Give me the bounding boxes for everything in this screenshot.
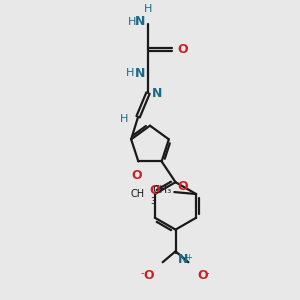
Text: O: O [177, 180, 188, 193]
Text: CH: CH [130, 189, 145, 199]
Text: -: - [140, 268, 144, 278]
Text: H: H [126, 68, 134, 78]
Text: +: + [185, 253, 192, 262]
Text: N: N [178, 253, 188, 266]
Text: H: H [128, 17, 136, 27]
Text: N: N [135, 15, 145, 28]
Text: O: O [150, 184, 160, 196]
Text: 3: 3 [151, 197, 156, 206]
Text: CH₃: CH₃ [153, 185, 172, 195]
Text: H: H [120, 114, 128, 124]
Text: H: H [144, 4, 152, 14]
Text: O: O [131, 169, 142, 182]
Text: O: O [143, 269, 154, 282]
Text: N: N [135, 67, 145, 80]
Text: -: - [205, 268, 209, 278]
Text: O: O [178, 43, 188, 56]
Text: O: O [197, 269, 208, 282]
Text: N: N [152, 87, 162, 100]
